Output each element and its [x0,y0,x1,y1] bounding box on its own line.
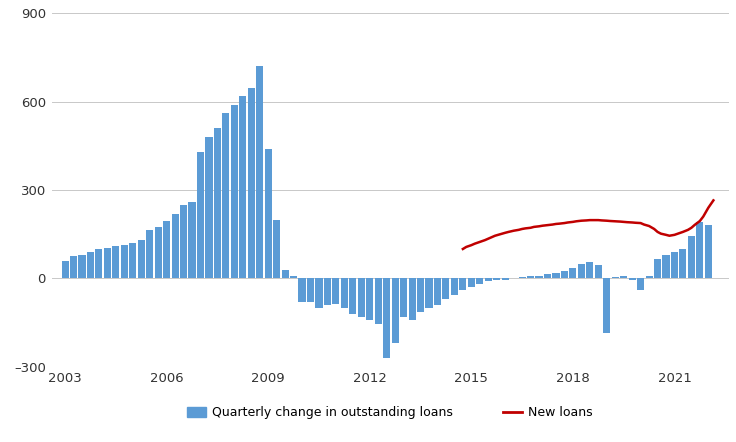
Bar [299,278,305,302]
Bar [654,259,661,278]
Bar [333,278,339,304]
Bar [239,96,247,278]
Bar [155,227,162,278]
Bar [705,225,712,278]
Bar [205,137,213,278]
Bar [341,278,348,308]
Bar [459,278,467,290]
Bar [536,275,542,278]
Bar [138,240,145,278]
Bar [316,278,322,308]
Bar [163,221,170,278]
Bar [662,255,670,278]
Bar [214,128,221,278]
Bar [290,275,297,278]
Bar [408,278,416,320]
Bar [442,278,450,299]
Bar [70,256,77,278]
Bar [188,202,196,278]
Bar [392,278,399,343]
Bar [493,278,500,280]
Bar [645,275,653,278]
Bar [87,252,94,278]
Bar [604,278,610,333]
Bar [367,278,373,320]
Bar [696,222,704,278]
Bar [104,248,111,278]
Bar [358,278,365,317]
Bar [553,273,559,278]
Bar [519,277,526,278]
Bar [282,270,289,278]
Bar [612,277,619,278]
Bar [121,244,128,278]
Bar [425,278,433,308]
Bar [485,278,492,282]
Bar [595,265,602,278]
Bar [113,246,119,278]
Bar [629,278,636,280]
Bar [171,213,179,278]
Bar [324,278,331,305]
Bar [476,278,484,284]
Bar [544,274,551,278]
Bar [248,88,255,278]
Bar [587,262,593,278]
Bar [197,152,204,278]
Bar [451,278,458,295]
Bar [130,243,136,278]
Bar [502,278,509,280]
Bar [434,278,441,305]
Bar [307,278,314,302]
Bar [578,264,585,278]
Bar [62,261,68,278]
Bar [96,249,102,278]
Bar [468,278,475,287]
Bar [570,268,576,278]
Bar [679,249,687,278]
Bar [79,255,85,278]
Bar [383,278,390,358]
Bar [180,205,187,278]
Bar [527,275,534,278]
Bar [400,278,407,317]
Bar [417,278,424,312]
Bar [231,105,238,278]
Bar [637,278,644,290]
Bar [375,278,382,324]
Bar [671,252,678,278]
Bar [222,114,230,278]
Bar [273,220,280,278]
Bar [146,230,153,278]
Bar [620,275,627,278]
Bar [256,66,263,278]
Bar [561,271,568,278]
Legend: Quarterly change in outstanding loans, New loans: Quarterly change in outstanding loans, N… [183,401,598,424]
Bar [265,149,272,278]
Bar [350,278,356,314]
Bar [688,236,695,278]
